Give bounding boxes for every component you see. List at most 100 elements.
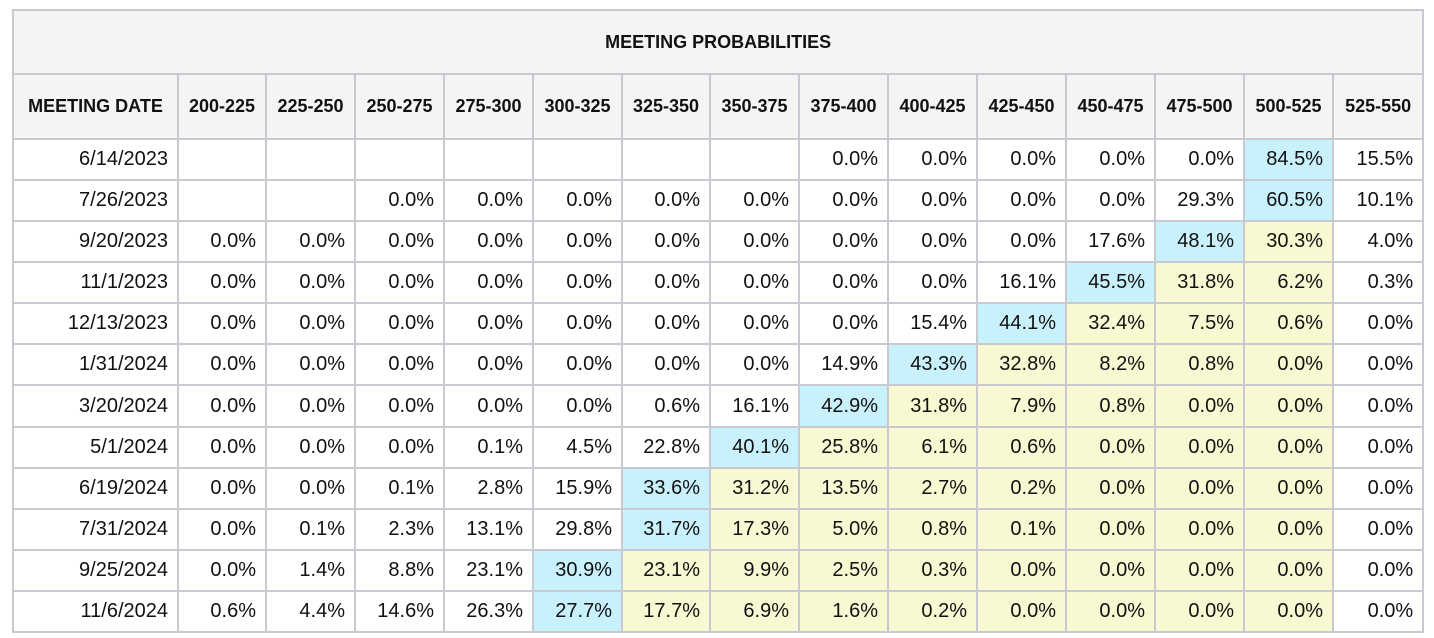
- probability-cell: 16.1%: [976, 261, 1067, 305]
- probability-cell: 23.1%: [621, 548, 711, 592]
- meeting-probabilities-frame: MEETING PROBABILITIES MEETING DATE 200-22…: [11, 9, 1425, 634]
- probability-cell: 0.0%: [177, 302, 267, 346]
- probability-cell: 15.5%: [1331, 137, 1425, 182]
- column-header-row: MEETING DATE 200-225 225-250 250-275 275-300…: [12, 73, 1425, 140]
- table-row: 7/31/2024 0.0% 0.1% 2.3% 13.1% 29.8% 31.7% 17.3…: [12, 507, 1425, 551]
- probability-cell: 0.0%: [1243, 466, 1334, 510]
- meeting-date-cell: 12/13/2023: [12, 302, 179, 346]
- header-rate-400-425: 400-425: [887, 73, 978, 140]
- header-meeting-date: MEETING DATE: [12, 73, 179, 140]
- probability-cell: 0.0%: [1331, 466, 1425, 510]
- probability-cell: 4.5%: [532, 425, 623, 469]
- probability-cell: 0.0%: [709, 179, 800, 223]
- probability-cell: [621, 137, 711, 182]
- table-row: 9/25/2024 0.0% 1.4% 8.8% 23.1% 30.9% 23.1% 9.9%…: [12, 548, 1425, 592]
- probability-cell: 0.0%: [1331, 425, 1425, 469]
- probability-cell: 26.3%: [443, 589, 534, 634]
- probability-cell: 0.0%: [1154, 137, 1245, 182]
- probability-cell: 29.3%: [1154, 179, 1245, 223]
- meeting-date-cell: 11/6/2024: [12, 589, 179, 634]
- probability-cell: 0.3%: [887, 548, 978, 592]
- probability-cell: [265, 179, 356, 223]
- probability-cell: 0.0%: [1243, 507, 1334, 551]
- meeting-date-cell: 9/20/2023: [12, 220, 179, 264]
- probability-cell: 32.4%: [1065, 302, 1156, 346]
- probability-cell: 0.0%: [1065, 179, 1156, 223]
- probability-cell: 27.7%: [532, 589, 623, 634]
- probability-cell: 0.0%: [1154, 548, 1245, 592]
- probability-cell: 0.0%: [1154, 425, 1245, 469]
- probability-cell: 0.0%: [1065, 507, 1156, 551]
- probability-cell: 15.4%: [887, 302, 978, 346]
- probability-cell: 0.0%: [1331, 589, 1425, 634]
- probability-cell: 0.0%: [1243, 548, 1334, 592]
- probability-cell: 5.0%: [798, 507, 889, 551]
- probability-cell: 16.1%: [709, 384, 800, 428]
- probability-cell: 0.0%: [621, 343, 711, 387]
- probability-cell: 0.6%: [177, 589, 267, 634]
- probability-cell: 7.5%: [1154, 302, 1245, 346]
- probability-cell: 0.0%: [177, 384, 267, 428]
- probability-cell: 0.0%: [1154, 384, 1245, 428]
- meeting-date-cell: 1/31/2024: [12, 343, 179, 387]
- probability-cell: 0.0%: [354, 425, 445, 469]
- probability-cell: 0.0%: [265, 220, 356, 264]
- probability-cell: 0.0%: [1065, 548, 1156, 592]
- header-rate-325-350: 325-350: [621, 73, 711, 140]
- probability-cell: 0.0%: [976, 220, 1067, 264]
- probability-cell: 29.8%: [532, 507, 623, 551]
- header-rate-250-275: 250-275: [354, 73, 445, 140]
- probability-cell: 0.0%: [709, 302, 800, 346]
- probability-cell: 14.6%: [354, 589, 445, 634]
- table-row: 11/6/2024 0.6% 4.4% 14.6% 26.3% 27.7% 17.7% 6.9…: [12, 589, 1425, 634]
- probability-cell: 17.6%: [1065, 220, 1156, 264]
- probability-cell: 0.0%: [354, 384, 445, 428]
- header-rate-500-525: 500-525: [1243, 73, 1334, 140]
- probability-cell: 0.8%: [887, 507, 978, 551]
- probability-cell: 0.0%: [177, 425, 267, 469]
- probability-cell: 0.0%: [354, 343, 445, 387]
- probability-cell: 6.1%: [887, 425, 978, 469]
- probability-cell: 0.0%: [1331, 384, 1425, 428]
- probability-cell: 0.6%: [1243, 302, 1334, 346]
- probability-cell: [443, 137, 534, 182]
- probability-cell: 0.0%: [1154, 589, 1245, 634]
- probability-cell: 0.0%: [1065, 137, 1156, 182]
- probability-cell: 2.3%: [354, 507, 445, 551]
- table-row: 5/1/2024 0.0% 0.0% 0.0% 0.1% 4.5% 22.8% 40.1% 25…: [12, 425, 1425, 469]
- probability-cell: 0.8%: [1065, 384, 1156, 428]
- table-row: 9/20/2023 0.0% 0.0% 0.0% 0.0% 0.0% 0.0% 0.0% 0.0…: [12, 220, 1425, 264]
- probability-cell: 0.0%: [354, 220, 445, 264]
- probability-cell: 30.3%: [1243, 220, 1334, 264]
- meeting-date-cell: 11/1/2023: [12, 261, 179, 305]
- probability-cell: 17.7%: [621, 589, 711, 634]
- probability-cell: 25.8%: [798, 425, 889, 469]
- probability-cell: 1.6%: [798, 589, 889, 634]
- probability-cell: 0.0%: [177, 220, 267, 264]
- probability-cell: 0.0%: [265, 425, 356, 469]
- probability-cell: 0.0%: [443, 179, 534, 223]
- probability-cell: 23.1%: [443, 548, 534, 592]
- probability-cell: 0.0%: [976, 179, 1067, 223]
- header-rate-275-300: 275-300: [443, 73, 534, 140]
- probability-cell: [265, 137, 356, 182]
- header-rate-200-225: 200-225: [177, 73, 267, 140]
- probability-cell: 40.1%: [709, 425, 800, 469]
- probability-cell: 0.6%: [976, 425, 1067, 469]
- probability-cell: 0.0%: [532, 343, 623, 387]
- probability-cell: 31.7%: [621, 507, 711, 551]
- probability-cell: [177, 179, 267, 223]
- probability-cell: 48.1%: [1154, 220, 1245, 264]
- meeting-probabilities-table: MEETING PROBABILITIES MEETING DATE 200-22…: [11, 9, 1425, 634]
- probability-cell: 0.0%: [177, 548, 267, 592]
- probability-cell: 0.0%: [621, 261, 711, 305]
- probability-cell: 0.0%: [887, 179, 978, 223]
- probability-cell: 0.1%: [354, 466, 445, 510]
- header-rate-450-475: 450-475: [1065, 73, 1156, 140]
- meeting-date-cell: 7/26/2023: [12, 179, 179, 223]
- probability-cell: 31.8%: [1154, 261, 1245, 305]
- meeting-date-cell: 3/20/2024: [12, 384, 179, 428]
- table-row: 3/20/2024 0.0% 0.0% 0.0% 0.0% 0.0% 0.6% 16.1% 42…: [12, 384, 1425, 428]
- probability-cell: 31.8%: [887, 384, 978, 428]
- probability-cell: 0.0%: [1243, 425, 1334, 469]
